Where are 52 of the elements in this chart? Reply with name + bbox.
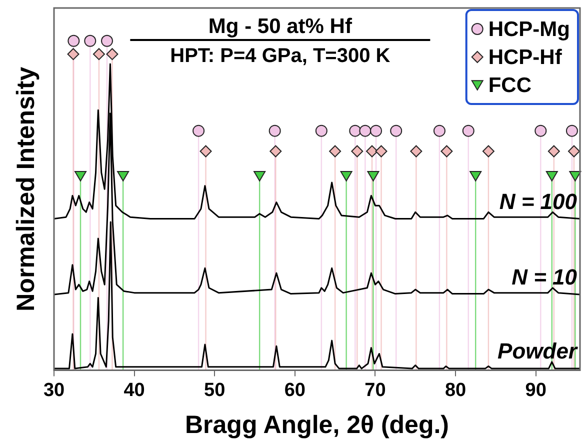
x-tick-label: 70: [364, 380, 386, 401]
point: [534, 124, 547, 137]
point: [410, 145, 422, 158]
series-label: N = 100: [499, 188, 578, 214]
point: [101, 34, 113, 47]
x-tick-label: 50: [204, 380, 226, 401]
series-label: N = 10: [512, 264, 578, 290]
point: [482, 145, 494, 158]
x-tick-label: 60: [284, 380, 306, 401]
chart-subtitle: HPT: P=4 GPa, T=300 K: [170, 45, 391, 67]
point: [367, 171, 380, 182]
point: [270, 145, 282, 158]
point: [349, 124, 362, 137]
point: [546, 171, 558, 182]
point: [433, 124, 446, 137]
chart-title: Mg - 50 at% Hf: [208, 15, 353, 38]
point: [462, 124, 474, 137]
point: [200, 145, 212, 158]
point: [548, 145, 560, 158]
point: [370, 124, 382, 137]
point: [340, 171, 352, 182]
point: [192, 124, 205, 137]
point: [359, 124, 372, 137]
legend-label: HCP-Hf: [488, 46, 563, 69]
point: [568, 145, 580, 158]
point: [117, 171, 130, 182]
legend-label: HCP-Mg: [488, 18, 570, 41]
point: [566, 124, 578, 137]
x-axis-title: Bragg Angle, 2θ (deg.): [185, 410, 449, 439]
x-tick-label: 30: [43, 380, 65, 401]
point: [470, 171, 482, 182]
point: [351, 145, 364, 158]
x-tick-label: 80: [444, 380, 466, 401]
point: [74, 171, 86, 182]
point: [569, 171, 582, 182]
point: [329, 145, 342, 158]
point: [92, 48, 105, 60]
point: [390, 124, 402, 137]
point: [68, 34, 80, 47]
x-tick-label: 40: [124, 380, 145, 401]
series-label: Powder: [498, 338, 578, 364]
point: [375, 145, 388, 158]
legend-label: FCC: [488, 74, 532, 97]
point: [254, 171, 266, 182]
x-tick-label: 90: [525, 380, 546, 401]
point: [106, 48, 118, 60]
point: [67, 48, 80, 60]
point: [84, 34, 96, 47]
point: [268, 124, 281, 137]
point: [315, 124, 328, 137]
y-axis-title: Normalized Intensity: [12, 66, 40, 312]
point: [440, 145, 453, 158]
